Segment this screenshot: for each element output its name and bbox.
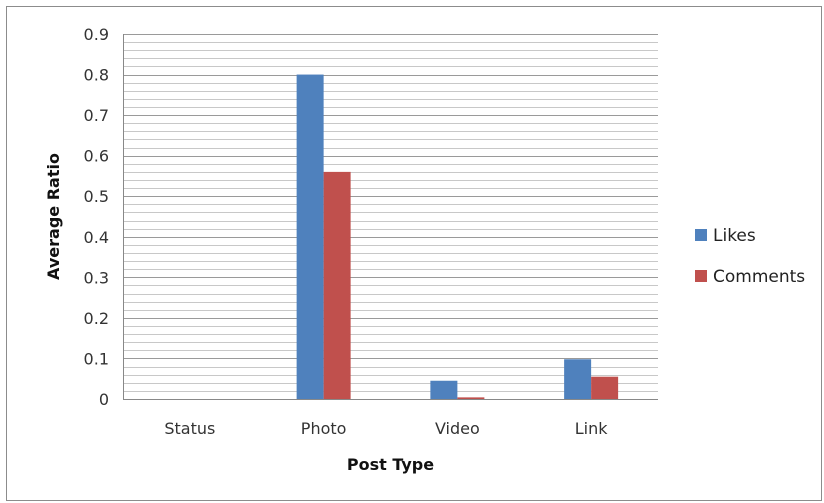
bar-likes-video <box>430 380 458 399</box>
y-tick-label: 0.6 <box>84 147 109 166</box>
legend-swatch-comments <box>695 270 707 282</box>
y-tick-label: 0.7 <box>84 106 109 125</box>
x-tick-label: Link <box>575 419 609 438</box>
y-tick-label: 0.5 <box>84 187 109 206</box>
legend-label-likes: Likes <box>713 226 756 246</box>
grid-lines <box>123 34 658 392</box>
x-tick-label: Video <box>435 419 480 438</box>
bar-likes-photo <box>296 74 324 400</box>
y-tick-label: 0.2 <box>84 309 109 328</box>
x-tick-label: Photo <box>301 419 347 438</box>
y-tick-label: 0.3 <box>84 268 109 287</box>
bar-comments-photo <box>323 171 351 399</box>
y-tick-label: 0.4 <box>84 228 109 247</box>
bar-comments-video <box>457 397 485 399</box>
y-tick-labels: 0 0.1 0.2 0.3 0.4 0.5 0.6 0.7 0.8 0.9 <box>84 25 109 409</box>
legend-swatch-likes <box>695 229 707 241</box>
y-axis-title: Average Ratio <box>44 153 63 280</box>
y-tick-label: 0.1 <box>84 349 109 368</box>
y-tick-label: 0.8 <box>84 66 109 85</box>
y-tick-label: 0 <box>99 390 109 409</box>
x-axis-title: Post Type <box>347 455 434 474</box>
x-tick-label: Status <box>164 419 215 438</box>
x-tick-labels: Status Photo Video Link <box>164 419 608 438</box>
bars <box>296 74 619 400</box>
bar-comments-link <box>591 376 619 399</box>
legend: Likes Comments <box>695 226 805 287</box>
y-tick-label: 0.9 <box>84 25 109 44</box>
bar-likes-link <box>564 359 592 399</box>
legend-label-comments: Comments <box>713 267 805 287</box>
